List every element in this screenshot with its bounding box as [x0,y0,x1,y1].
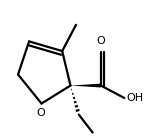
Text: OH: OH [127,93,144,103]
Text: O: O [97,36,105,46]
Text: O: O [36,108,45,118]
Polygon shape [71,84,101,87]
